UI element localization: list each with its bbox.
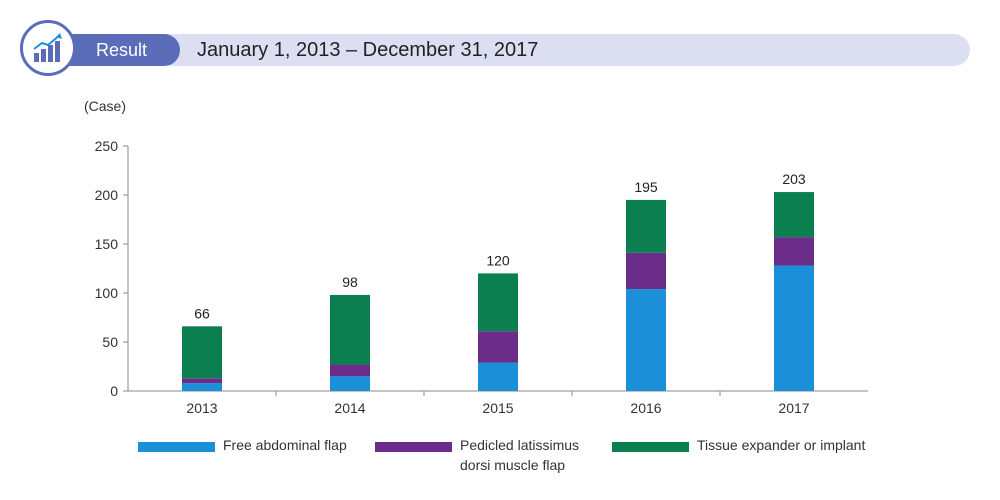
bar-total-label: 66 [194,305,210,321]
header-bar [44,34,970,66]
bar-segment [626,289,666,391]
y-tick-label: 50 [102,334,118,350]
y-tick-label: 150 [95,236,119,252]
date-range-title: January 1, 2013 – December 31, 2017 [197,39,539,61]
bar-segment [182,383,222,391]
chart-growth-icon [20,20,76,76]
legend-swatch [612,442,689,452]
y-tick-label: 0 [110,383,118,399]
legend-swatch [375,442,452,452]
x-tick-label: 2017 [778,400,809,416]
bar-segment [182,326,222,379]
bar-total-label: 120 [486,252,510,268]
bar-segment [774,237,814,266]
y-tick-label: 100 [95,285,119,301]
bar-segment [182,378,222,384]
bar-segment [478,331,518,363]
legend-label: Free abdominal flap [223,437,347,453]
bar-segment [774,192,814,238]
x-tick-label: 2016 [630,400,661,416]
stacked-bar-chart: (Case) 0 50 100 150 200 250 2013 66 2014 98 2015 120… [84,98,868,416]
legend-label: Pedicled latissimus dorsi muscle flap [460,437,580,473]
bar-segment [330,294,370,365]
x-tick-label: 2014 [334,400,365,416]
bar-total-label: 203 [782,171,806,187]
bar-segment [330,376,370,391]
bar-segment [330,364,370,377]
bar-segment [774,265,814,391]
bar-total-label: 98 [342,274,358,290]
bar-total-label: 195 [634,179,658,195]
bar-segment [626,199,666,253]
legend-swatch [138,442,215,452]
y-tick-label: 250 [95,138,119,154]
x-tick-label: 2013 [186,400,217,416]
bar-segment [478,273,518,332]
x-tick-label: 2015 [482,400,513,416]
y-axis-label: (Case) [84,98,126,114]
bar-segment [478,362,518,391]
y-tick-label: 200 [95,187,119,203]
legend-label: Tissue expander or implant [697,437,866,453]
bar-segment [626,252,666,290]
